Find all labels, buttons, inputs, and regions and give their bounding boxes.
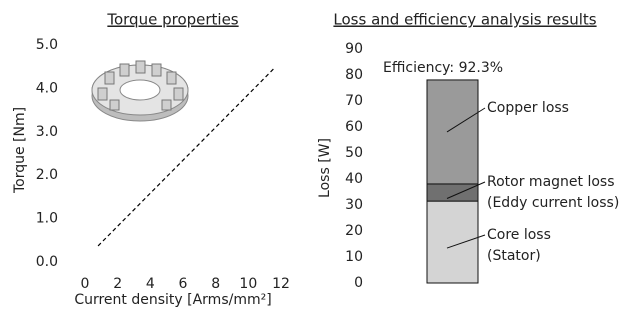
x-axis-label: Current density [Arms/mm²] <box>74 292 271 308</box>
y-axis-label: Torque [Nm] <box>12 107 28 194</box>
annotation: Efficiency: 92.3% <box>383 60 503 76</box>
y-tick-label: 40 <box>345 171 363 187</box>
figure: Torque properties Loss and efficiency an… <box>0 0 640 311</box>
x-tick-label: 4 <box>146 276 155 292</box>
x-tick-label: 6 <box>179 276 188 292</box>
chart-title: Torque properties <box>106 11 238 29</box>
x-tick-label: 10 <box>239 276 257 292</box>
bar-segment <box>427 201 478 283</box>
legend-sublabel: (Eddy current loss) <box>487 195 619 211</box>
y-tick-label: 3.0 <box>36 124 58 140</box>
y-tick-label: 20 <box>345 223 363 239</box>
y-tick-label: 70 <box>345 93 363 109</box>
legend-label: Copper loss <box>487 100 569 116</box>
bar-segment <box>427 184 478 201</box>
x-tick-label: 2 <box>113 276 122 292</box>
y-tick-label: 0.0 <box>36 254 58 270</box>
y-tick-label: 2.0 <box>36 167 58 183</box>
y-tick-label: 60 <box>345 119 363 135</box>
y-tick-label: 10 <box>345 249 363 265</box>
x-tick-label: 8 <box>211 276 220 292</box>
y-tick-label: 1.0 <box>36 211 58 227</box>
y-tick-label: 4.0 <box>36 80 58 96</box>
y-axis-label: Loss [W] <box>317 138 333 198</box>
legend-label: Rotor magnet loss <box>487 174 615 190</box>
x-tick-label: 12 <box>272 276 290 292</box>
y-tick-label: 5.0 <box>36 37 58 53</box>
y-tick-label: 50 <box>345 145 363 161</box>
y-tick-label: 90 <box>345 41 363 57</box>
motor-illustration <box>92 61 188 121</box>
legend-label: Core loss <box>487 227 551 243</box>
y-tick-label: 80 <box>345 67 363 83</box>
chart-title: Loss and efficiency analysis results <box>333 11 596 29</box>
y-tick-label: 0 <box>354 275 363 291</box>
legend-sublabel: (Stator) <box>487 248 541 264</box>
bar-segment <box>427 80 478 184</box>
y-tick-label: 30 <box>345 197 363 213</box>
x-tick-label: 0 <box>81 276 90 292</box>
